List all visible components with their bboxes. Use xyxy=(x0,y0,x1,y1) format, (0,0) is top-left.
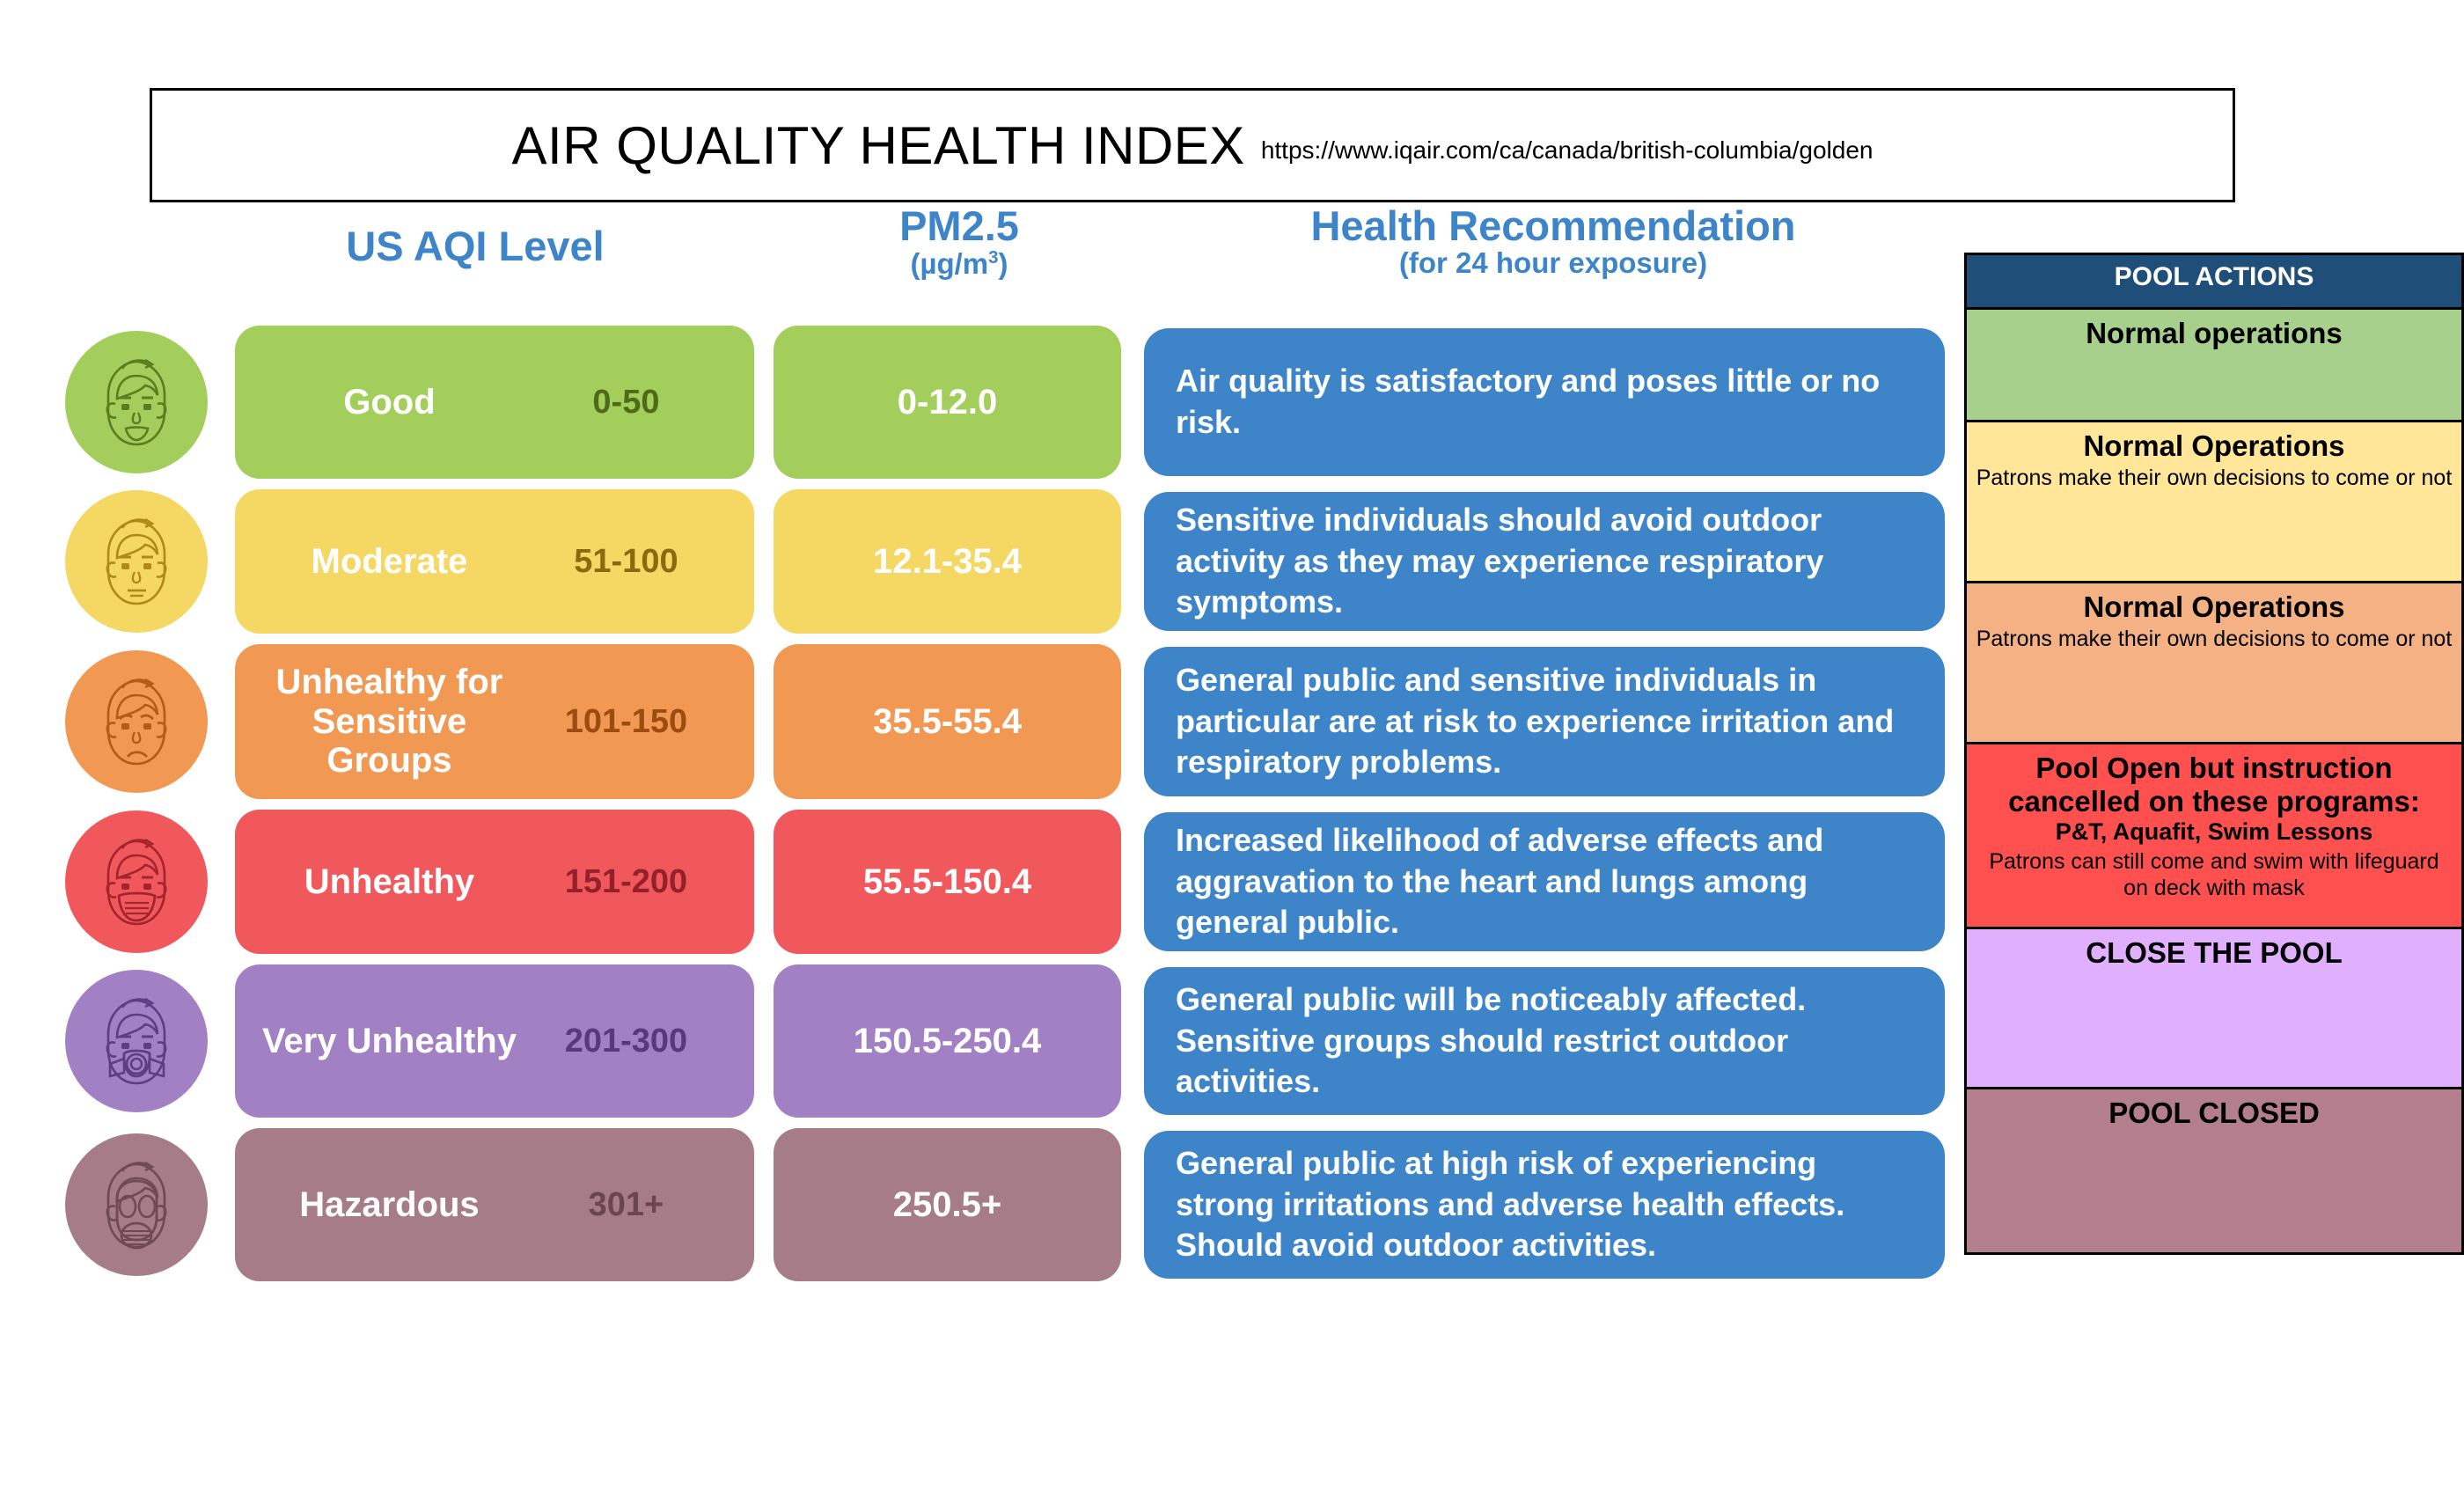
title-bar: AIR QUALITY HEALTH INDEX https://www.iqa… xyxy=(150,88,2235,202)
aqi-level-cell: Unhealthy for Sensitive Groups 101-150 xyxy=(235,644,754,799)
pm25-cell: 250.5+ xyxy=(774,1128,1121,1281)
face-smiling-icon xyxy=(65,331,208,473)
health-recommendation-text: Sensitive individuals should avoid outdo… xyxy=(1176,501,1824,620)
health-recommendation-text: General public will be noticeably affect… xyxy=(1176,980,1807,1100)
column-header-aqi-level: US AQI Level xyxy=(246,224,704,268)
health-recommendation-cell: Increased likelihood of adverse effects … xyxy=(1144,812,1945,951)
aqi-row: Hazardous 301+ 250.5+ General public at hig… xyxy=(0,1128,1962,1281)
pm25-cell: 55.5-150.4 xyxy=(774,810,1121,954)
health-recommendation-text: General public at high risk of experienc… xyxy=(1176,1144,1845,1264)
aqi-level-name: Hazardous xyxy=(299,1184,480,1224)
aqi-icon-cell xyxy=(57,970,216,1112)
aqi-level-range: 201-300 xyxy=(564,1022,688,1060)
face-sad-icon xyxy=(65,650,208,793)
pool-action-detail: Patrons make their own decisions to come… xyxy=(1976,626,2453,651)
column-header-pm25-label: PM2.5 xyxy=(899,202,1019,249)
aqi-level-name: Good xyxy=(343,382,436,422)
pm25-units-suffix: ) xyxy=(998,246,1008,280)
aqi-icon-cell xyxy=(57,650,216,793)
health-recommendation-cell: General public and sensitive individuals… xyxy=(1144,647,1945,796)
pool-actions-header-label: POOL ACTIONS xyxy=(2114,262,2314,291)
pool-actions-panel: POOL ACTIONS Normal operations Normal Ope… xyxy=(1964,253,2464,1255)
aqi-level-cell: Unhealthy 151-200 xyxy=(235,810,754,954)
aqi-level-range: 101-150 xyxy=(564,702,688,740)
aqi-row: Moderate 51-100 12.1-35.4 Sensitive individ… xyxy=(0,489,1962,634)
aqi-row: Unhealthy 151-200 55.5-150.4 Increased like… xyxy=(0,810,1962,954)
pm25-value: 250.5+ xyxy=(892,1184,1002,1224)
aqi-level-range: 0-50 xyxy=(592,383,660,421)
aqi-level-range: 301+ xyxy=(588,1185,664,1223)
aqi-level-cell: Very Unhealthy 201-300 xyxy=(235,964,754,1118)
face-surgical-mask-icon xyxy=(65,810,208,953)
column-header-health-recommendation-sub: (for 24 hour exposure) xyxy=(1398,246,1708,279)
column-header-pm25-units: (µg/m3) xyxy=(774,246,1144,280)
pool-action-row: POOL CLOSED xyxy=(1967,1089,2461,1252)
pm25-value: 35.5-55.4 xyxy=(872,701,1023,741)
health-recommendation-text: General public and sensitive individuals… xyxy=(1176,661,1895,781)
pool-action-row: Pool Open but instruction cancelled on t… xyxy=(1967,744,2461,929)
pool-action-title: Pool Open but instruction cancelled on t… xyxy=(2008,752,2420,818)
pm25-value: 0-12.0 xyxy=(897,382,998,422)
face-neutral-icon xyxy=(65,490,208,633)
pm25-cell: 35.5-55.4 xyxy=(774,644,1121,799)
pool-action-title: CLOSE THE POOL xyxy=(2086,936,2343,969)
pm25-cell: 150.5-250.4 xyxy=(774,964,1121,1118)
aqi-row: Unhealthy for Sensitive Groups 101-150 35.… xyxy=(0,644,1962,799)
pool-action-title: Normal Operations xyxy=(2083,590,2345,623)
pool-action-programs: P&T, Aquafit, Swim Lessons xyxy=(2055,818,2373,845)
pool-action-row: CLOSE THE POOL xyxy=(1967,929,2461,1089)
aqi-level-name: Moderate xyxy=(311,541,468,581)
health-recommendation-cell: General public at high risk of experienc… xyxy=(1144,1131,1945,1279)
health-recommendation-text: Air quality is satisfactory and poses li… xyxy=(1176,363,1881,440)
pool-action-row: Normal Operations Patrons make their own … xyxy=(1967,583,2461,744)
pool-action-row: Normal Operations Patrons make their own … xyxy=(1967,422,2461,583)
aqi-level-cell: Moderate 51-100 xyxy=(235,489,754,634)
aqi-level-cell: Good 0-50 xyxy=(235,326,754,479)
pool-action-title: POOL CLOSED xyxy=(2108,1096,2320,1129)
aqi-level-name: Unhealthy for Sensitive Groups xyxy=(275,662,503,781)
face-respirator-icon xyxy=(65,970,208,1112)
pm25-units-prefix: (µg/m xyxy=(910,246,989,280)
aqi-level-range: 151-200 xyxy=(564,862,688,900)
pm25-value: 12.1-35.4 xyxy=(872,541,1023,581)
pm25-value: 55.5-150.4 xyxy=(862,862,1032,901)
aqi-level-name: Very Unhealthy xyxy=(261,1021,517,1060)
aqi-table: Good 0-50 0-12.0 Air quality is satisfactor… xyxy=(0,326,1962,1292)
aqi-icon-cell xyxy=(57,331,216,473)
aqi-level-cell: Hazardous 301+ xyxy=(235,1128,754,1281)
aqi-icon-cell xyxy=(57,810,216,953)
health-recommendation-cell: General public will be noticeably affect… xyxy=(1144,967,1945,1115)
column-header-health-recommendation-label: Health Recommendation xyxy=(1310,202,1796,249)
pool-actions-header: POOL ACTIONS xyxy=(1967,255,2461,310)
pm25-units-exponent: 3 xyxy=(988,246,999,268)
aqi-level-range: 51-100 xyxy=(574,542,678,580)
pm25-cell: 0-12.0 xyxy=(774,326,1121,479)
health-recommendation-cell: Air quality is satisfactory and poses li… xyxy=(1144,328,1945,476)
aqi-icon-cell xyxy=(57,490,216,633)
pool-action-detail: Patrons make their own decisions to come… xyxy=(1976,465,2453,490)
pm25-value: 150.5-250.4 xyxy=(853,1021,1042,1060)
column-header-pm25: PM2.5 (µg/m3) xyxy=(774,204,1144,280)
column-header-health-recommendation: Health Recommendation (for 24 hour expos… xyxy=(1144,204,1962,279)
page-title: AIR QUALITY HEALTH INDEX xyxy=(511,115,1245,175)
pool-action-row: Normal operations xyxy=(1967,310,2461,422)
source-url[interactable]: https://www.iqair.com/ca/canada/british-… xyxy=(1260,136,1874,164)
aqi-row: Very Unhealthy 201-300 150.5-250.4 General … xyxy=(0,964,1962,1118)
pm25-cell: 12.1-35.4 xyxy=(774,489,1121,634)
aqi-level-name: Unhealthy xyxy=(304,862,475,901)
health-recommendation-cell: Sensitive individuals should avoid outdo… xyxy=(1144,492,1945,631)
aqi-row: Good 0-50 0-12.0 Air quality is satisfactor… xyxy=(0,326,1962,479)
pool-action-title: Normal Operations xyxy=(2083,429,2345,462)
face-gas-mask-icon xyxy=(65,1133,208,1276)
aqi-icon-cell xyxy=(57,1133,216,1276)
health-recommendation-text: Increased likelihood of adverse effects … xyxy=(1176,821,1824,941)
column-header-aqi-level-label: US AQI Level xyxy=(346,223,605,269)
pool-action-detail: Patrons can still come and swim with lif… xyxy=(1989,848,2439,900)
pool-action-title: Normal operations xyxy=(2086,317,2343,349)
